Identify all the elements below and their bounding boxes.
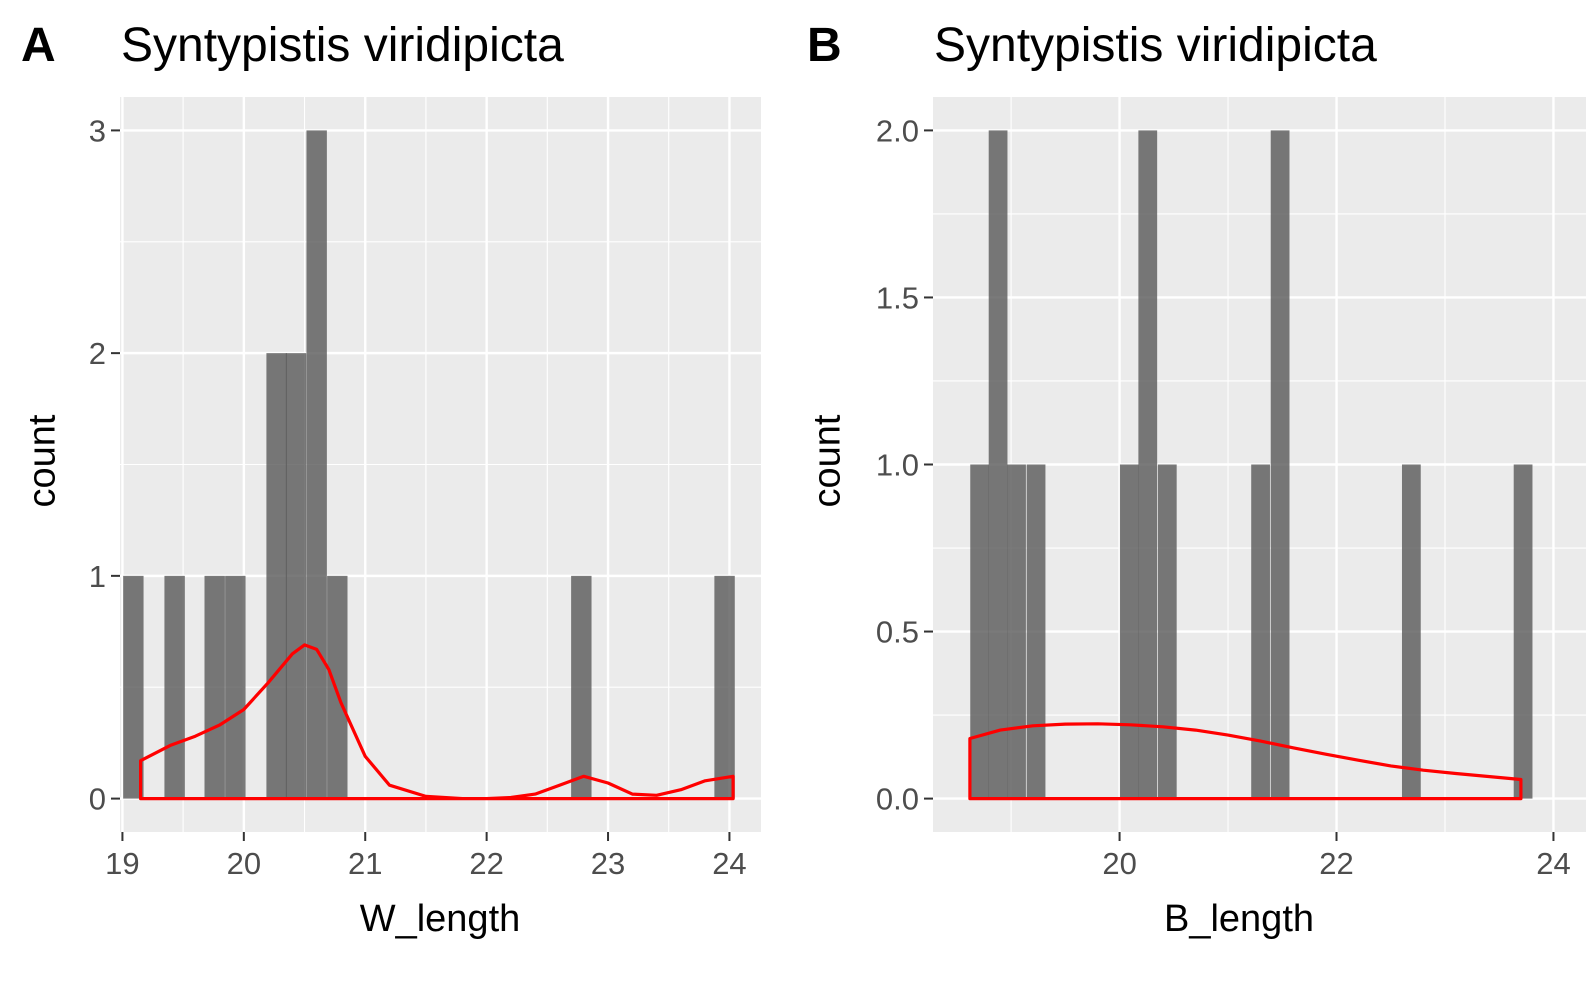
histogram-bar bbox=[1513, 464, 1533, 799]
chart-title: Syntypistis viridipicta bbox=[121, 19, 564, 72]
x-tick-label: 22 bbox=[469, 846, 503, 881]
x-tick-label: 20 bbox=[1102, 846, 1136, 881]
y-tick-label: 0 bbox=[89, 782, 106, 817]
histogram-bar bbox=[123, 575, 144, 799]
histogram-bar bbox=[1007, 464, 1026, 799]
histogram-bar bbox=[204, 575, 225, 799]
x-tick-label: 23 bbox=[591, 846, 625, 881]
y-tick-label: 0.5 bbox=[876, 615, 919, 650]
histogram-bar bbox=[285, 353, 307, 799]
y-tick-label: 2.0 bbox=[876, 113, 919, 148]
y-tick-label: 0.0 bbox=[876, 782, 919, 817]
histogram-bar bbox=[1119, 464, 1139, 799]
panel-b: B Syntypistis viridipicta count B_length… bbox=[797, 0, 1593, 984]
x-tick-label: 19 bbox=[105, 846, 139, 881]
density-curve bbox=[139, 643, 735, 801]
x-axis-label: B_length bbox=[1163, 898, 1315, 940]
histogram-bar bbox=[1270, 130, 1290, 799]
x-tick-label: 24 bbox=[712, 846, 746, 881]
panel-a: A Syntypistis viridipicta count W_length… bbox=[0, 0, 796, 984]
panel-label: A bbox=[21, 19, 56, 72]
histogram-plot-b: 0.0 0.5 1.0 1.5 2.0 20 22 24 bbox=[876, 97, 1586, 881]
histogram-bar bbox=[571, 575, 592, 799]
density-curve bbox=[968, 722, 1523, 801]
histogram-bar bbox=[306, 130, 327, 799]
x-axis-label: W_length bbox=[359, 898, 521, 940]
histogram-bar bbox=[225, 575, 246, 799]
x-tick-label: 22 bbox=[1319, 846, 1353, 881]
y-tick-label: 1.0 bbox=[876, 448, 919, 483]
histogram-bar bbox=[988, 130, 1008, 799]
x-tick-label: 20 bbox=[227, 846, 261, 881]
x-tick-label: 24 bbox=[1536, 846, 1570, 881]
histogram-bar bbox=[1138, 130, 1158, 799]
chart-title: Syntypistis viridipicta bbox=[934, 19, 1377, 72]
histogram-bar bbox=[714, 575, 735, 799]
x-tick-label: 21 bbox=[348, 846, 382, 881]
y-tick-label: 3 bbox=[89, 113, 106, 148]
histogram-bar bbox=[266, 353, 287, 799]
histogram-bar bbox=[970, 464, 990, 799]
y-tick-label: 1.5 bbox=[876, 280, 919, 315]
histogram-bar bbox=[1251, 464, 1270, 799]
histogram-bar bbox=[164, 575, 185, 799]
y-tick-label: 1 bbox=[89, 559, 106, 594]
histogram-bar bbox=[1401, 464, 1421, 799]
histogram-bar bbox=[1157, 464, 1177, 799]
panel-label: B bbox=[807, 19, 842, 72]
y-tick-label: 2 bbox=[89, 336, 106, 371]
histogram-bar bbox=[1026, 464, 1046, 799]
histogram-bar bbox=[327, 575, 348, 799]
